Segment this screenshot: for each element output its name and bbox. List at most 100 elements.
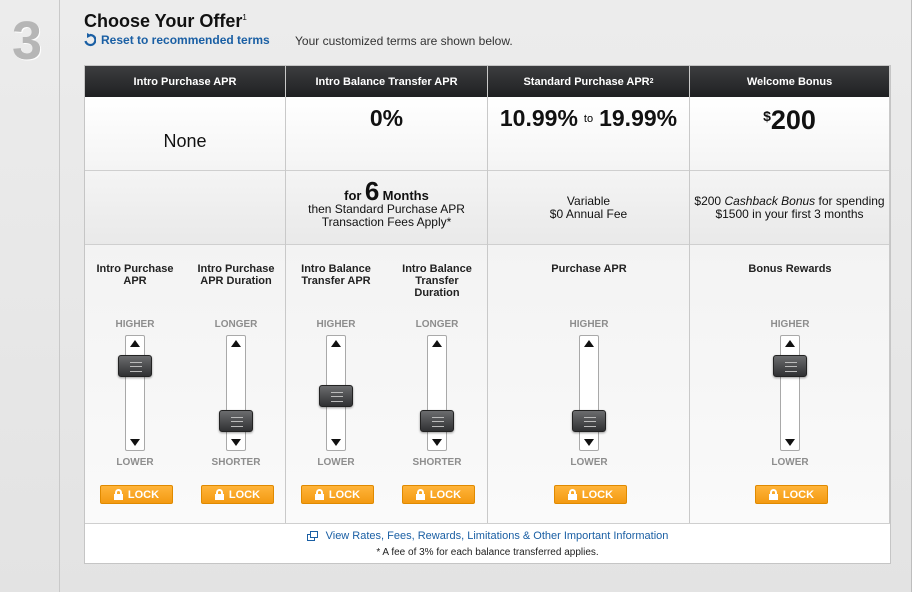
step-number: 3 [12, 11, 43, 71]
slider-thumb[interactable] [572, 410, 606, 432]
slider-top-label: HIGHER [569, 319, 609, 330]
reset-terms-link[interactable]: Reset to recommended terms [84, 33, 270, 47]
column-header: Intro Purchase APR [85, 66, 285, 97]
detail-line: Transaction Fees Apply* [321, 215, 452, 229]
standard-apr-range: 10.99% to 19.99% [488, 105, 689, 132]
arrow-down-icon[interactable] [130, 439, 140, 446]
column-detail-cell [85, 171, 285, 245]
important-info-link[interactable]: View Rates, Fees, Rewards, Limitations &… [85, 530, 890, 542]
title-text: Choose Your Offer [84, 11, 243, 31]
lock-label: LOCK [581, 488, 614, 501]
reset-label: Reset to recommended terms [101, 33, 270, 47]
column-welcome-bonus: Welcome Bonus $200 $200 Cashback Bonus f… [690, 66, 890, 523]
bonus-amount: 200 [770, 105, 816, 135]
lock-label: LOCK [228, 488, 261, 501]
slider-track[interactable] [118, 335, 152, 451]
column-detail-cell: for 6 Months then Standard Purchase APR … [286, 171, 487, 245]
arrow-up-icon[interactable] [130, 340, 140, 347]
slider-bottom-label: LOWER [771, 457, 809, 468]
lock-icon [113, 489, 123, 500]
footer: View Rates, Fees, Rewards, Limitations &… [85, 523, 890, 563]
slider-area: Intro Balance Transfer APR HIGHER LOWER … [286, 245, 487, 523]
column-value-cell: 10.99% to 19.99% [488, 97, 689, 171]
apr-to: to [583, 113, 594, 125]
column-header: Welcome Bonus [690, 66, 889, 97]
lock-button[interactable]: LOCK [402, 485, 475, 504]
slider-track[interactable] [219, 335, 253, 451]
column-intro-purchase-apr: Intro Purchase APR None Intro Purchase A… [85, 66, 286, 523]
intro-bt-apr-value: 0% [286, 105, 487, 132]
lock-icon [415, 489, 425, 500]
months-text: Months [382, 188, 429, 203]
arrow-down-icon[interactable] [584, 439, 594, 446]
arrow-up-icon[interactable] [432, 340, 442, 347]
slider-thumb[interactable] [118, 355, 152, 378]
lock-icon [314, 489, 324, 500]
welcome-bonus-value: $200 [690, 105, 889, 136]
apr-low: 10.99% [499, 105, 578, 131]
arrow-up-icon[interactable] [231, 340, 241, 347]
for-text: for [344, 188, 362, 203]
slider-thumb[interactable] [319, 385, 353, 408]
months-number: 6 [364, 176, 380, 206]
lock-button[interactable]: LOCK [755, 485, 828, 504]
slider-label: Bonus Rewards [748, 263, 832, 275]
slider-track[interactable] [572, 335, 606, 451]
slider-top-label: HIGHER [316, 319, 356, 330]
slider-thumb[interactable] [219, 410, 253, 432]
slider-track[interactable] [773, 335, 807, 451]
column-standard-purchase-apr: Standard Purchase APR 2 10.99% to 19.99% Va… [488, 66, 690, 523]
slider-thumb[interactable] [773, 355, 807, 378]
slider-bottom-label: SHORTER [211, 457, 261, 468]
detail-pre: $200 [694, 193, 722, 208]
slider-track[interactable] [420, 335, 454, 451]
detail-line: $200 Cashback Bonus for spending [694, 193, 885, 208]
column-intro-balance-transfer-apr: Intro Balance Transfer APR 0% for 6 Mont… [286, 66, 488, 523]
slider-bottom-label: SHORTER [412, 457, 462, 468]
arrow-up-icon[interactable] [584, 340, 594, 347]
slider-area: Bonus Rewards HIGHER LOWER LOCK [690, 245, 889, 523]
arrow-up-icon[interactable] [331, 340, 341, 347]
lock-icon [567, 489, 577, 500]
page-title: Choose Your Offer1 [84, 11, 247, 32]
offer-table: Intro Purchase APR None Intro Purchase A… [84, 65, 891, 564]
lock-button[interactable]: LOCK [201, 485, 274, 504]
lock-button[interactable]: LOCK [301, 485, 374, 504]
intro-purchase-apr-value: None [163, 131, 207, 151]
arrow-down-icon[interactable] [331, 439, 341, 446]
slider-label: Intro Purchase APR Duration [197, 263, 275, 287]
important-info-label: View Rates, Fees, Rewards, Limitations &… [325, 530, 669, 542]
arrow-up-icon[interactable] [785, 340, 795, 347]
intro-duration-line: for 6 Months [344, 178, 429, 204]
column-header-footnote: 2 [649, 78, 654, 85]
lock-button[interactable]: LOCK [100, 485, 173, 504]
lock-label: LOCK [429, 488, 462, 501]
step-column: 3 [0, 0, 60, 592]
column-header-label: Intro Purchase APR [133, 75, 237, 88]
slider-area: Purchase APR HIGHER LOWER LOCK [488, 245, 689, 523]
column-header: Intro Balance Transfer APR [286, 66, 487, 97]
detail-post: for spending [818, 193, 885, 208]
slider-track[interactable] [319, 335, 353, 451]
arrow-down-icon[interactable] [785, 439, 795, 446]
column-value-cell: 0% [286, 97, 487, 171]
arrow-down-icon[interactable] [432, 439, 442, 446]
column-detail-cell: $200 Cashback Bonus for spending $1500 i… [690, 171, 889, 245]
column-header-label: Standard Purchase APR [523, 75, 650, 88]
column-value-cell: $200 [690, 97, 889, 171]
detail-line: $1500 in your first 3 months [715, 206, 864, 221]
slider-top-label: LONGER [214, 319, 258, 330]
reset-icon [84, 33, 96, 47]
slider-label: Intro Balance Transfer APR [301, 263, 371, 287]
slider-thumb[interactable] [420, 410, 454, 432]
slider-bottom-label: LOWER [317, 457, 355, 468]
lock-label: LOCK [127, 488, 160, 501]
column-header-label: Welcome Bonus [746, 75, 833, 88]
lock-button[interactable]: LOCK [554, 485, 627, 504]
slider-top-label: LONGER [415, 319, 459, 330]
slider-label: Intro Purchase APR [96, 263, 174, 287]
detail-em: Cashback Bonus [724, 193, 816, 208]
slider-area: Intro Purchase APR HIGHER LOWER LOCK Int… [85, 245, 285, 523]
arrow-down-icon[interactable] [231, 439, 241, 446]
detail-line: $0 Annual Fee [549, 206, 628, 221]
